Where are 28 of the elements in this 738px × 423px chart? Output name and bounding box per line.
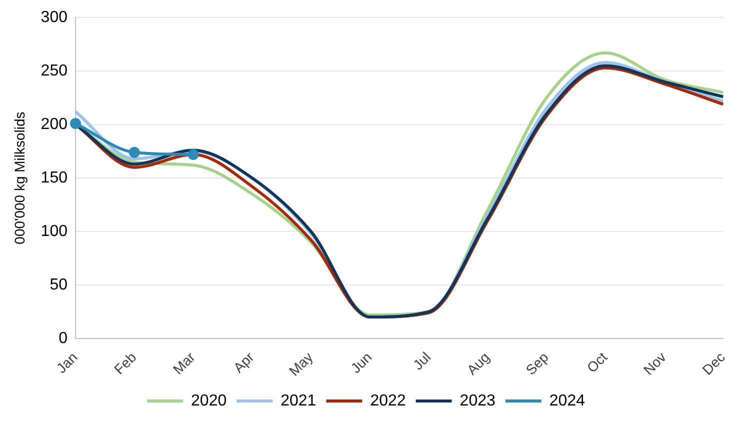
point [70,118,81,129]
y-tick-label: 50 [50,276,68,294]
y-tick-label: 300 [40,9,68,26]
legend-label: 2020 [191,392,227,410]
y-tick-label: 200 [40,116,68,133]
x-tick-label: Jan [53,348,80,376]
point [188,148,199,160]
x-tick-label: Dec [699,348,728,378]
x-tick-label: Mar [170,348,198,378]
x-tick-label: Sep [522,348,552,378]
x-tick-label: Aug [464,348,492,378]
legend-label: 2023 [460,392,496,410]
y-tick-label: 250 [40,62,68,80]
x-tick-label: Feb [110,348,140,378]
legend-label: 2022 [370,392,406,410]
y-tick-label: 150 [40,169,68,186]
legend-label: 2021 [280,392,316,410]
x-tick-label: Apr [230,348,258,376]
legend-label: 2024 [549,392,586,410]
x-tick-label: May [286,348,316,379]
x-tick-label: Oct [584,348,610,376]
x-tick-label: Jul [410,348,434,373]
point [128,146,140,158]
x-tick-label: Nov [640,348,670,378]
y-tick-label: 100 [40,222,68,240]
y-axis-title: 000'000 kg Milksolids [11,112,28,244]
y-tick-label: 0 [58,330,68,347]
x-tick-label: Jun [347,348,375,376]
